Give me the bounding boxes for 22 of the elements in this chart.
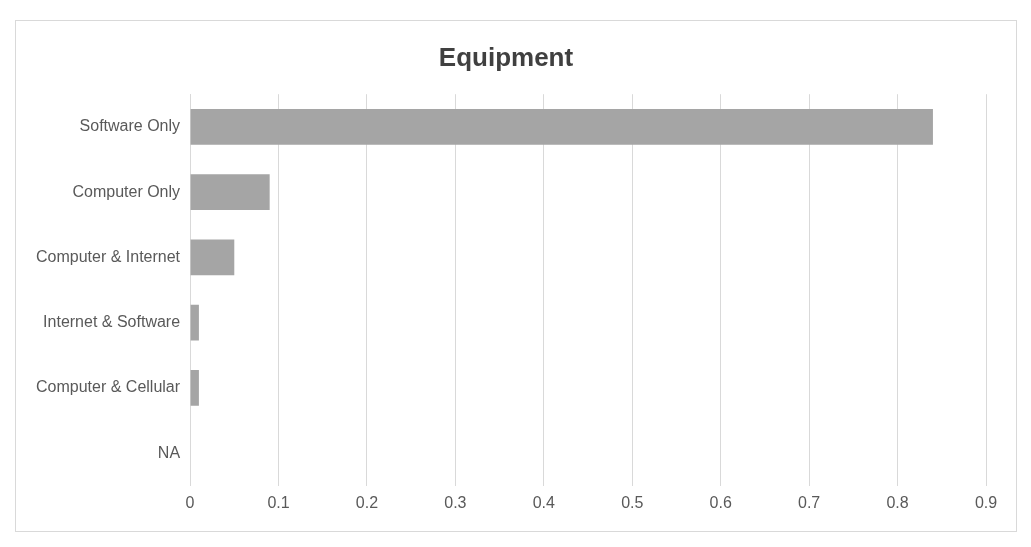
x-tick-label: 0.1	[267, 493, 290, 511]
y-tick-label: Computer & Internet	[35, 247, 181, 265]
x-tick-label: 0.6	[709, 493, 732, 511]
bar	[190, 108, 933, 145]
x-tick-label: 0.4	[532, 493, 556, 511]
x-tick-label: 0.9	[974, 493, 998, 511]
x-tick-label: 0.2	[355, 493, 379, 511]
bar	[190, 304, 199, 341]
x-tick-label: 0.8	[886, 493, 909, 511]
x-tick-label: 0.5	[621, 493, 644, 511]
y-tick-label: Computer & Cellular	[36, 378, 181, 396]
bar	[190, 174, 270, 211]
x-tick-label: 0	[185, 493, 195, 511]
x-tick-label: 0.3	[444, 493, 467, 511]
y-tick-label: Software Only	[79, 117, 181, 135]
y-tick-label: Internet & Software	[43, 313, 181, 331]
y-tick-label: NA	[157, 443, 181, 461]
bar	[190, 369, 199, 406]
chart-title: Equipment	[438, 41, 574, 72]
x-tick-label: 0.7	[798, 493, 821, 511]
bar	[190, 239, 235, 276]
y-tick-label: Computer Only	[72, 182, 181, 200]
